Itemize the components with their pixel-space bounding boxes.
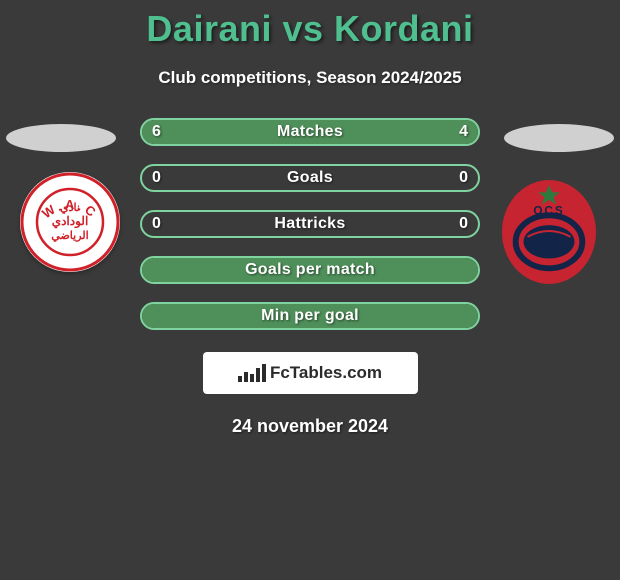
stats-section: 6 4 Matches 0 0 Goals 0 0 Hattricks Goals per mat…: [140, 118, 480, 330]
club-badge-left: W.A.C نادي الودادي الرياضي: [20, 172, 120, 272]
stat-bar: 6 4 Matches: [140, 118, 480, 146]
stat-bar: Min per goal: [140, 302, 480, 330]
date-label: 24 november 2024: [232, 416, 388, 437]
stat-left-value: 0: [152, 169, 161, 187]
stat-left-value: 6: [152, 123, 161, 141]
svg-text:الرياضي: الرياضي: [51, 230, 88, 243]
player-shadow-left: [6, 124, 116, 152]
stat-label: Hattricks: [274, 215, 345, 233]
page-title: Dairani vs Kordani: [146, 8, 473, 50]
wac-badge-svg: W.A.C نادي الودادي الرياضي: [20, 172, 120, 272]
svg-text:الودادي: الودادي: [52, 214, 89, 229]
ocs-badge-svg: OCS: [500, 178, 598, 286]
stat-right-value: 0: [459, 169, 468, 187]
brand-text: FcTables.com: [270, 363, 382, 383]
stat-label: Goals: [287, 169, 333, 187]
stat-fill-right: [344, 120, 478, 144]
stat-label: Matches: [277, 123, 343, 141]
title-player-left: Dairani: [146, 8, 272, 49]
player-shadow-right: [504, 124, 614, 152]
stat-left-value: 0: [152, 215, 161, 233]
page-subtitle: Club competitions, Season 2024/2025: [158, 68, 461, 88]
title-player-right: Kordani: [334, 8, 474, 49]
stat-bar: 0 0 Goals: [140, 164, 480, 192]
stat-bar: Goals per match: [140, 256, 480, 284]
brand-box[interactable]: FcTables.com: [203, 352, 418, 394]
stat-bar: 0 0 Hattricks: [140, 210, 480, 238]
stat-label: Min per goal: [261, 307, 359, 325]
title-vs: vs: [282, 8, 323, 49]
stat-right-value: 4: [459, 123, 468, 141]
bar-chart-icon: [238, 364, 266, 382]
club-badge-right: OCS: [500, 178, 598, 286]
stat-label: Goals per match: [245, 261, 375, 279]
stat-right-value: 0: [459, 215, 468, 233]
